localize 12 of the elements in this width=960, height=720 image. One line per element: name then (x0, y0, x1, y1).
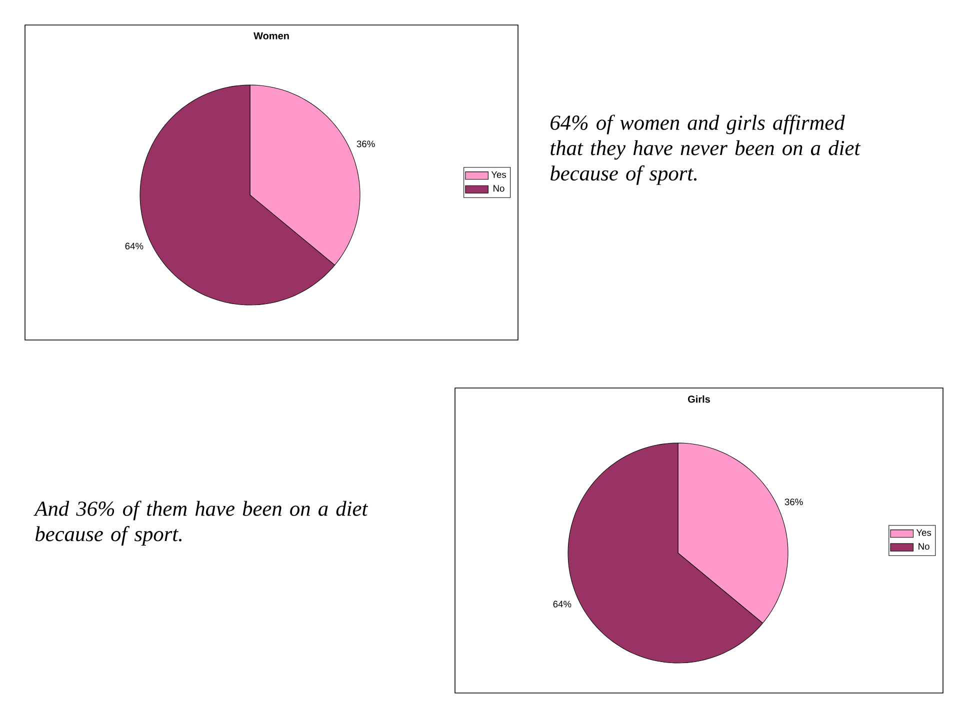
data-label: 64% (553, 600, 572, 608)
legend-label: Yes (916, 529, 932, 536)
chart-title: Girls (688, 395, 710, 403)
data-label: 64% (125, 242, 144, 250)
data-label: 36% (356, 140, 375, 148)
data-label: 36% (784, 498, 803, 506)
legend-label: Yes (491, 171, 506, 178)
legend-label: No (494, 185, 504, 192)
text: 64% of women and girls affirmed that they have never been on a diet because of sport. (550, 114, 861, 185)
text: And 36% of them have been on a diet because of sport. (34, 500, 368, 546)
chart-title: Women (254, 32, 289, 40)
legend-label: No (918, 543, 930, 550)
